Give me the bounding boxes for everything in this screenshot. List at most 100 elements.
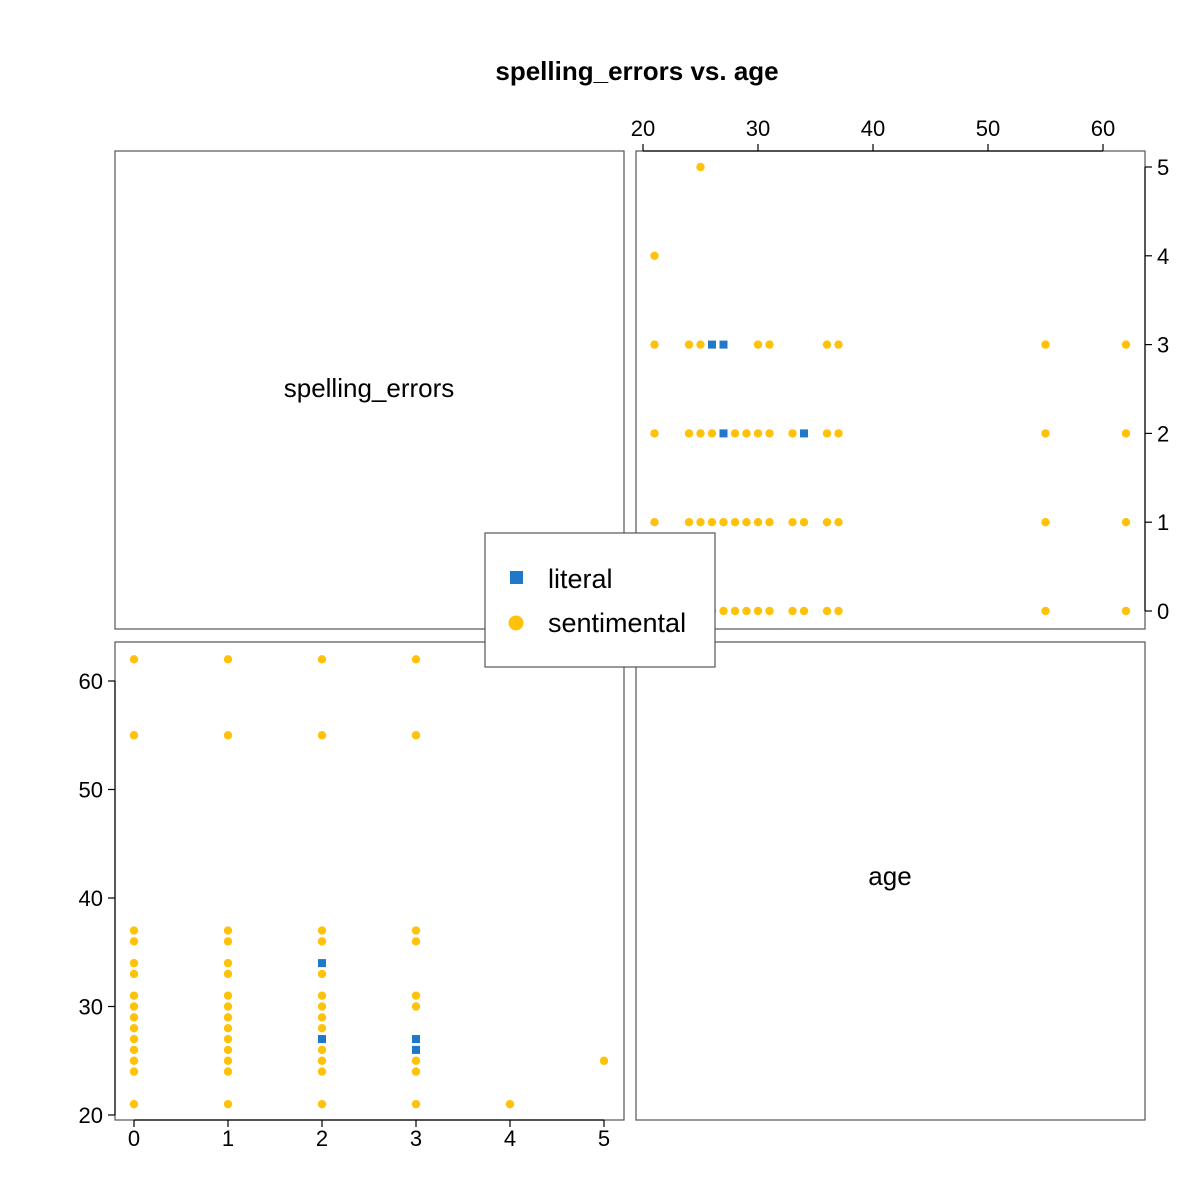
point-sentimental-lower — [317, 969, 327, 979]
point-sentimental-upper — [742, 606, 751, 616]
point-sentimental-lower — [223, 926, 233, 935]
point-sentimental-upper — [753, 518, 763, 527]
point-sentimental-upper — [696, 518, 705, 527]
point-sentimental-upper — [730, 429, 740, 438]
point-sentimental-lower — [411, 1099, 421, 1109]
point-sentimental-upper — [834, 340, 843, 349]
point-sentimental-lower — [129, 991, 139, 1000]
point-sentimental-upper — [696, 429, 705, 438]
point-sentimental-lower — [129, 1045, 139, 1055]
point-sentimental-upper — [1041, 606, 1050, 616]
point-sentimental-upper — [1041, 518, 1050, 527]
point-sentimental-lower — [317, 926, 327, 935]
point-sentimental-upper — [650, 251, 659, 260]
point-sentimental-upper — [822, 606, 832, 616]
point-sentimental-upper — [707, 518, 717, 527]
point-sentimental-upper — [1121, 429, 1131, 438]
point-sentimental-lower — [411, 1056, 421, 1065]
point-sentimental-lower — [129, 926, 139, 935]
point-sentimental-upper — [650, 340, 659, 349]
point-sentimental-lower — [317, 731, 327, 740]
point-sentimental-upper — [822, 518, 832, 527]
tick-label-bottom: 2 — [316, 1126, 328, 1151]
legend: literal sentimental — [484, 532, 716, 668]
point-sentimental-lower — [129, 1002, 139, 1011]
point-sentimental-lower — [129, 1034, 139, 1044]
point-sentimental-lower — [223, 1099, 233, 1109]
point-literal-upper — [708, 340, 716, 349]
tick-label-bottom: 1 — [222, 1126, 234, 1151]
point-sentimental-upper — [834, 518, 843, 527]
point-sentimental-lower — [317, 1023, 327, 1033]
point-sentimental-upper — [1121, 340, 1131, 349]
point-sentimental-upper — [788, 518, 797, 527]
point-sentimental-lower — [599, 1056, 609, 1065]
point-sentimental-lower — [129, 731, 139, 740]
tick-label-bottom: 3 — [410, 1126, 422, 1151]
point-sentimental-lower — [317, 1013, 327, 1022]
point-sentimental-lower — [223, 1067, 233, 1076]
point-literal-lower — [412, 1035, 420, 1044]
legend-marker-sentimental — [508, 615, 524, 631]
point-sentimental-upper — [834, 429, 843, 438]
point-sentimental-upper — [696, 340, 705, 349]
point-sentimental-lower — [317, 1056, 327, 1065]
point-literal-lower — [412, 1045, 420, 1054]
point-sentimental-upper — [684, 429, 694, 438]
tick-label-left: 40 — [79, 886, 103, 911]
points-layer — [129, 162, 1131, 1109]
point-sentimental-upper — [684, 340, 694, 349]
point-sentimental-lower — [129, 1023, 139, 1033]
tick-label-top: 50 — [976, 116, 1000, 141]
legend-label-literal: literal — [548, 564, 613, 594]
point-literal-upper — [719, 340, 728, 349]
point-sentimental-upper — [1121, 518, 1131, 527]
point-sentimental-upper — [650, 518, 659, 527]
panel-top-right — [635, 150, 1146, 630]
tick-label-left: 20 — [79, 1103, 103, 1128]
point-sentimental-upper — [765, 340, 774, 349]
diag-label-age: age — [868, 861, 911, 891]
tick-label-right: 1 — [1157, 510, 1169, 535]
tick-label-left: 60 — [79, 669, 103, 694]
point-sentimental-upper — [765, 606, 774, 616]
point-sentimental-upper — [822, 340, 832, 349]
point-sentimental-lower — [411, 926, 421, 935]
tick-label-bottom: 5 — [598, 1126, 610, 1151]
tick-label-right: 0 — [1157, 599, 1169, 624]
tick-label-right: 5 — [1157, 155, 1169, 180]
point-sentimental-lower — [411, 937, 421, 946]
point-sentimental-lower — [223, 958, 233, 968]
point-sentimental-lower — [317, 937, 327, 946]
point-sentimental-lower — [505, 1099, 515, 1109]
point-sentimental-lower — [129, 1013, 139, 1022]
point-sentimental-lower — [317, 1002, 327, 1011]
point-sentimental-lower — [411, 1067, 421, 1076]
point-sentimental-lower — [129, 1099, 139, 1109]
point-sentimental-upper — [753, 429, 763, 438]
point-sentimental-upper — [1041, 340, 1050, 349]
point-sentimental-lower — [223, 969, 233, 979]
point-sentimental-lower — [411, 655, 421, 664]
point-sentimental-lower — [223, 731, 233, 740]
tick-label-bottom: 4 — [504, 1126, 516, 1151]
point-sentimental-lower — [129, 655, 139, 664]
point-sentimental-lower — [411, 1002, 421, 1011]
tick-label-left: 30 — [79, 995, 103, 1020]
point-sentimental-upper — [684, 518, 694, 527]
point-sentimental-lower — [223, 655, 233, 664]
tick-label-left: 50 — [79, 778, 103, 803]
point-sentimental-upper — [719, 518, 728, 527]
point-sentimental-upper — [799, 518, 809, 527]
point-sentimental-lower — [223, 991, 233, 1000]
panel-bottom-left — [114, 641, 625, 1121]
legend-label-sentimental: sentimental — [548, 608, 686, 638]
diag-label-spelling-errors: spelling_errors — [284, 373, 455, 403]
point-literal-lower — [318, 959, 326, 968]
legend-box — [484, 532, 716, 668]
point-literal-lower — [318, 1035, 326, 1044]
point-sentimental-lower — [317, 655, 327, 664]
point-sentimental-lower — [223, 1045, 233, 1055]
point-sentimental-lower — [223, 937, 233, 946]
